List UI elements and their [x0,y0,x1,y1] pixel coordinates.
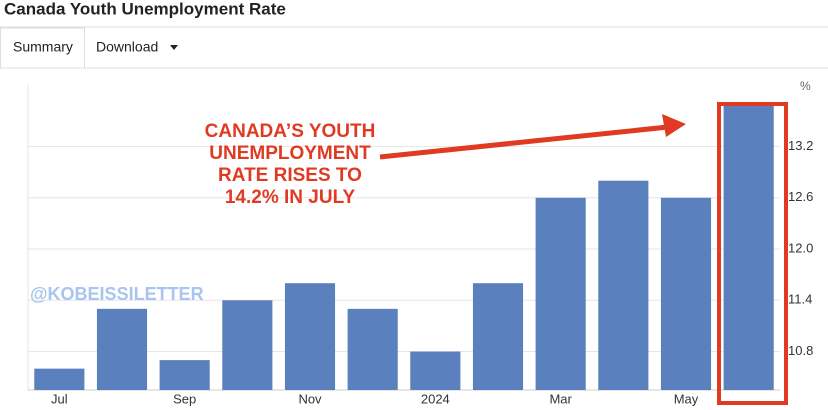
bar [410,351,461,390]
bar [347,308,398,390]
bar [723,103,774,390]
arrow-head [662,114,686,137]
page-title: Canada Youth Unemployment Rate [4,0,286,18]
annotation-line: RATE RISES TO [218,165,362,186]
plot: 10.8 11.4 12.0 12.6 13.2 Jul Sep Nov 2024 Mar May [27,85,813,406]
x-tick-label: Jul [51,391,68,406]
unit-label: % [800,79,811,93]
bar [96,308,148,390]
bar [472,283,524,390]
annotation-line: 14.2% IN JULY [225,187,356,208]
arrow-shaft [379,124,669,160]
bar [535,197,586,390]
bar [598,180,649,390]
x-tick-label: Sep [173,391,196,406]
bar [159,360,210,390]
highlight-box [717,102,788,405]
y-tick-label: 12.0 [788,240,813,255]
y-tick-label: 12.6 [788,189,813,204]
x-tick-label: May [674,391,699,406]
watermark: @KOBEISSILETTER [30,284,204,304]
annotation-line: UNEMPLOYMENT [209,143,371,164]
bar [660,197,712,390]
x-tick-label: Nov [298,391,322,406]
bar [222,300,273,390]
tab-download-label[interactable]: Download [96,39,158,55]
annotation-line: CANADA’S YOUTH [205,121,376,142]
y-tick-label: 10.8 [788,343,813,358]
tab-summary[interactable] [0,27,85,69]
x-tick-label: Mar [549,391,572,406]
dropdown-caret[interactable] [170,45,178,50]
bar [284,283,336,390]
x-tick-label: 2024 [421,391,450,406]
bar [34,368,85,390]
y-tick-label: 11.4 [788,292,812,307]
y-tick-label: 13.2 [788,138,813,153]
tab-summary-label[interactable]: Summary [13,39,73,55]
